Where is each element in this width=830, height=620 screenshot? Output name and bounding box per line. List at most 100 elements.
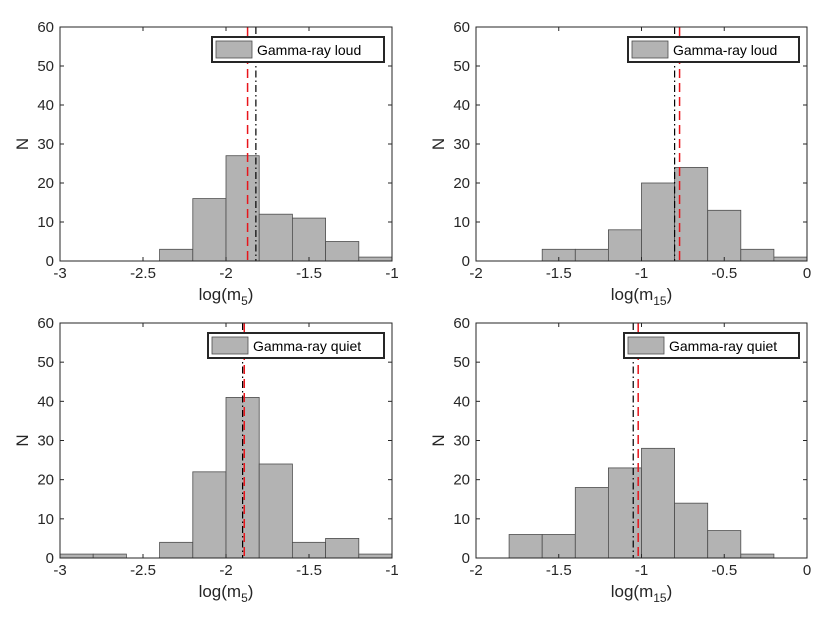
histogram-bar [325, 538, 360, 559]
histogram-bar [291, 217, 326, 262]
y-tick-label: 0 [462, 253, 470, 270]
y-tick-label: 50 [37, 58, 54, 75]
y-tick-label: 40 [453, 393, 470, 410]
x-tick-label: -0.5 [711, 265, 737, 282]
y-tick-label: 30 [453, 136, 470, 153]
y-tick-label: 60 [37, 19, 54, 36]
x-axis-label-end: ) [667, 285, 673, 304]
x-tick-label: -2 [219, 562, 232, 579]
histogram-bar [674, 502, 709, 559]
x-axis-label: log(m5) [199, 285, 254, 308]
y-tick-label: 40 [453, 97, 470, 114]
panel-1: -3 -2.5 -2 -1.5 -1 0 10 20 30 40 50 60 log(m5) N Gamma… [13, 19, 399, 308]
histogram-bar [92, 553, 127, 559]
x-tick-label: -1 [635, 265, 648, 282]
y-tick-label: 20 [453, 175, 470, 192]
x-tick-label: -2.5 [130, 265, 156, 282]
y-tick-label: 20 [453, 472, 470, 489]
x-axis-label-main: log(m [611, 285, 654, 304]
y-tick-label: 20 [37, 175, 54, 192]
histogram-bar [258, 213, 293, 262]
legend-swatch [627, 336, 665, 355]
x-axis-label: log(m15) [611, 582, 673, 605]
x-axis-label-main: log(m [199, 285, 242, 304]
histogram-bar [508, 534, 543, 559]
x-tick-label: -2.5 [130, 562, 156, 579]
y-tick-label: 20 [37, 472, 54, 489]
y-tick-label: 10 [37, 511, 54, 528]
histogram-bar [192, 471, 227, 559]
legend-label: Gamma-ray loud [257, 42, 361, 58]
x-axis-label-subscript: 15 [653, 294, 667, 308]
x-tick-label: -1 [385, 265, 398, 282]
x-tick-label: -1.5 [296, 265, 322, 282]
histogram-bar [358, 256, 393, 262]
y-tick-label: 40 [37, 97, 54, 114]
panel-2: -2 -1.5 -1 -0.5 0 0 10 20 30 40 50 60 log(m15) N Gamma… [429, 19, 811, 308]
legend-swatch [631, 40, 669, 59]
y-axis-label: N [429, 138, 448, 150]
histogram-bar [192, 198, 227, 262]
legend-label: Gamma-ray loud [673, 42, 777, 58]
histogram-bar [707, 209, 742, 262]
x-axis-label: log(m15) [611, 285, 673, 308]
y-tick-label: 10 [453, 214, 470, 231]
histogram-bar [641, 182, 675, 262]
histogram-bar [773, 256, 808, 262]
y-tick-label: 30 [453, 433, 470, 450]
x-tick-label: -1.5 [546, 265, 572, 282]
x-axis-label-subscript: 15 [653, 591, 667, 605]
y-tick-label: 40 [37, 393, 54, 410]
histogram-bar [740, 553, 775, 559]
y-tick-label: 0 [462, 550, 470, 567]
y-tick-label: 50 [453, 58, 470, 75]
y-axis-label: N [13, 434, 32, 446]
x-tick-label: -1.5 [296, 562, 322, 579]
x-axis-label-end: ) [667, 582, 673, 601]
y-tick-label: 50 [37, 354, 54, 371]
x-axis-label-main: log(m [199, 582, 242, 601]
histogram-bar [608, 467, 642, 559]
histogram-bar [608, 229, 642, 262]
x-axis-label-main: log(m [611, 582, 654, 601]
x-axis-label-end: ) [248, 582, 254, 601]
panel-4: -2 -1.5 -1 -0.5 0 0 10 20 30 40 50 60 log(m15) N Gamma… [429, 315, 811, 605]
y-tick-label: 50 [453, 354, 470, 371]
y-tick-label: 0 [46, 550, 54, 567]
y-axis-label: N [13, 138, 32, 150]
legend-label: Gamma-ray quiet [253, 338, 361, 354]
x-tick-label: -1 [385, 562, 398, 579]
y-tick-label: 10 [37, 214, 54, 231]
x-axis-label: log(m5) [199, 582, 254, 605]
histogram-bar [358, 553, 393, 559]
x-axis-label-subscript: 5 [241, 294, 248, 308]
y-tick-label: 30 [37, 433, 54, 450]
x-tick-label: -2 [469, 265, 482, 282]
histogram-bar [707, 530, 742, 559]
histogram-bar [574, 248, 609, 262]
histogram-bar [159, 248, 194, 262]
histogram-bar [258, 463, 293, 559]
histogram-bar [59, 553, 94, 559]
x-axis-label-subscript: 5 [241, 591, 248, 605]
x-tick-label: -1 [635, 562, 648, 579]
histogram-bar [574, 487, 609, 559]
x-tick-label: -3 [53, 265, 66, 282]
histogram-bar [740, 248, 775, 262]
x-tick-label: -3 [53, 562, 66, 579]
legend-swatch [215, 40, 253, 59]
y-tick-label: 10 [453, 511, 470, 528]
x-tick-label: -2 [469, 562, 482, 579]
panel-3: -3 -2.5 -2 -1.5 -1 0 10 20 30 40 50 60 log(m5) N Gamma… [13, 315, 399, 605]
legend-swatch [211, 336, 249, 355]
histogram-bar [159, 541, 194, 559]
x-tick-label: 0 [803, 562, 811, 579]
histogram-bar [325, 241, 360, 262]
y-tick-label: 60 [453, 315, 470, 332]
histogram-bar [225, 397, 260, 559]
y-tick-label: 30 [37, 136, 54, 153]
y-tick-label: 60 [37, 315, 54, 332]
y-axis-label: N [429, 434, 448, 446]
x-axis-label-end: ) [248, 285, 254, 304]
